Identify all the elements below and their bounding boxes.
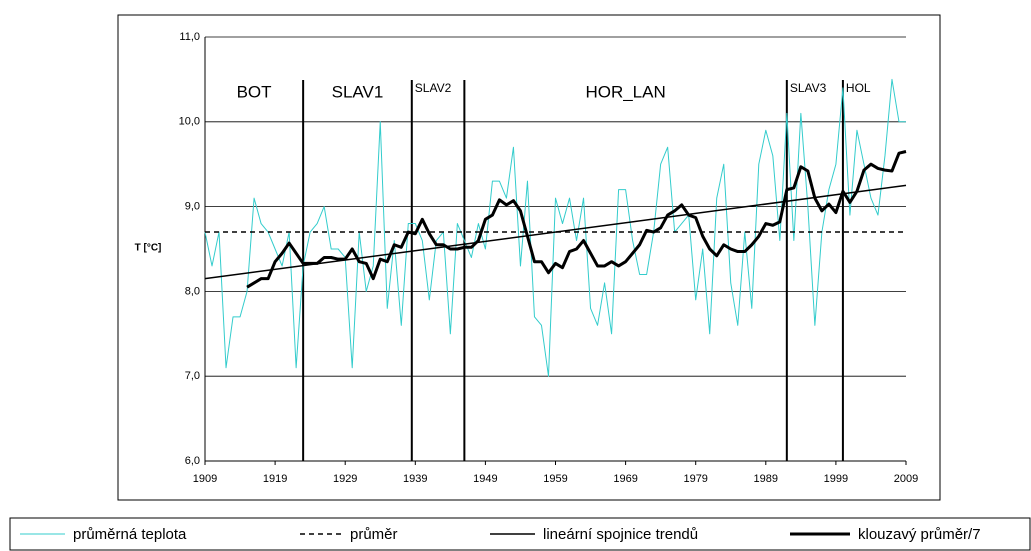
period-label: SLAV3 <box>790 81 827 95</box>
series-line <box>246 150 907 289</box>
y-tick-label: 7,0 <box>185 370 200 382</box>
y-tick-label: 8,0 <box>185 285 200 297</box>
x-tick-label: 1979 <box>683 473 707 485</box>
series-line <box>204 78 906 377</box>
legend-label: průměrná teplota <box>73 526 187 543</box>
x-tick-label: 1939 <box>403 473 427 485</box>
legend-label: průměr <box>350 526 398 543</box>
period-label: BOT <box>237 82 272 101</box>
y-tick-label: 9,0 <box>185 201 200 213</box>
legend-label: klouzavý průměr/7 <box>858 526 981 543</box>
x-tick-label: 2009 <box>894 473 918 485</box>
x-tick-label: 1929 <box>333 473 357 485</box>
y-tick-label: 6,0 <box>185 455 200 467</box>
period-label: SLAV2 <box>415 81 452 95</box>
y-axis-label: T [°C] <box>135 243 162 254</box>
x-tick-label: 1919 <box>263 473 287 485</box>
series-line <box>204 184 907 280</box>
period-label: SLAV1 <box>332 82 384 101</box>
x-tick-label: 1909 <box>193 473 217 485</box>
period-label: HOR_LAN <box>585 82 665 101</box>
legend-label: lineární spojnice trendů <box>543 526 698 543</box>
x-tick-label: 1949 <box>473 473 497 485</box>
x-tick-label: 1999 <box>824 473 848 485</box>
y-tick-label: 11,0 <box>179 31 200 43</box>
x-tick-label: 1989 <box>754 473 778 485</box>
chart-frame <box>117 14 941 501</box>
period-label: HOL <box>846 81 871 95</box>
x-tick-label: 1959 <box>543 473 567 485</box>
y-tick-label: 10,0 <box>179 116 200 128</box>
x-tick-label: 1969 <box>613 473 637 485</box>
